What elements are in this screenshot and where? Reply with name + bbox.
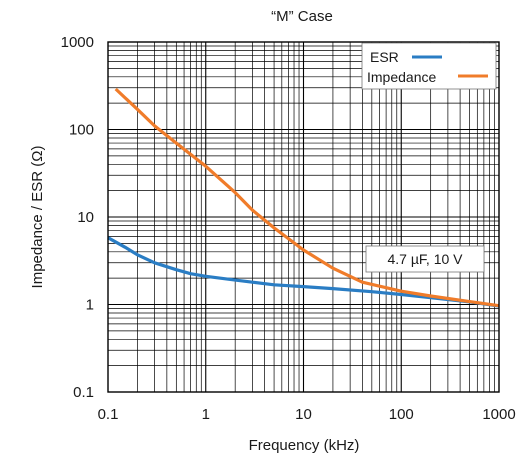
y-tick-label: 100 (69, 122, 94, 139)
y-tick-label: 0.1 (73, 384, 94, 401)
chart-title: “M” Case (271, 8, 333, 25)
x-axis-label: Frequency (kHz) (249, 437, 360, 454)
x-tick-label: 100 (389, 406, 414, 423)
legend-label-esr: ESR (370, 49, 399, 65)
y-tick-label: 1000 (61, 34, 94, 51)
x-tick-label: 10 (295, 406, 312, 423)
y-axis-label: Impedance / ESR (Ω) (29, 146, 46, 289)
legend: ESR Impedance (361, 42, 497, 90)
x-tick-label: 1 (202, 406, 210, 423)
series-line-esr (107, 236, 500, 308)
grid-lines (108, 42, 499, 392)
plot-frame (107, 41, 500, 393)
x-tick-label: 1000 (482, 406, 515, 423)
series-line-impedance (114, 87, 500, 308)
annotation-text: 4.7 µF, 10 V (388, 251, 464, 267)
legend-label-impedance: Impedance (367, 69, 436, 85)
annotation-box (365, 245, 485, 273)
y-tick-label: 1 (86, 297, 94, 314)
legend-box (361, 42, 497, 90)
y-tick-label: 10 (77, 209, 94, 226)
tick-labels: 0.1 1 10 100 1000 0.1 1 10 100 1000 (61, 34, 516, 423)
series-lines (107, 87, 500, 308)
x-tick-label: 0.1 (98, 406, 119, 423)
spec-annotation: 4.7 µF, 10 V (365, 245, 485, 273)
